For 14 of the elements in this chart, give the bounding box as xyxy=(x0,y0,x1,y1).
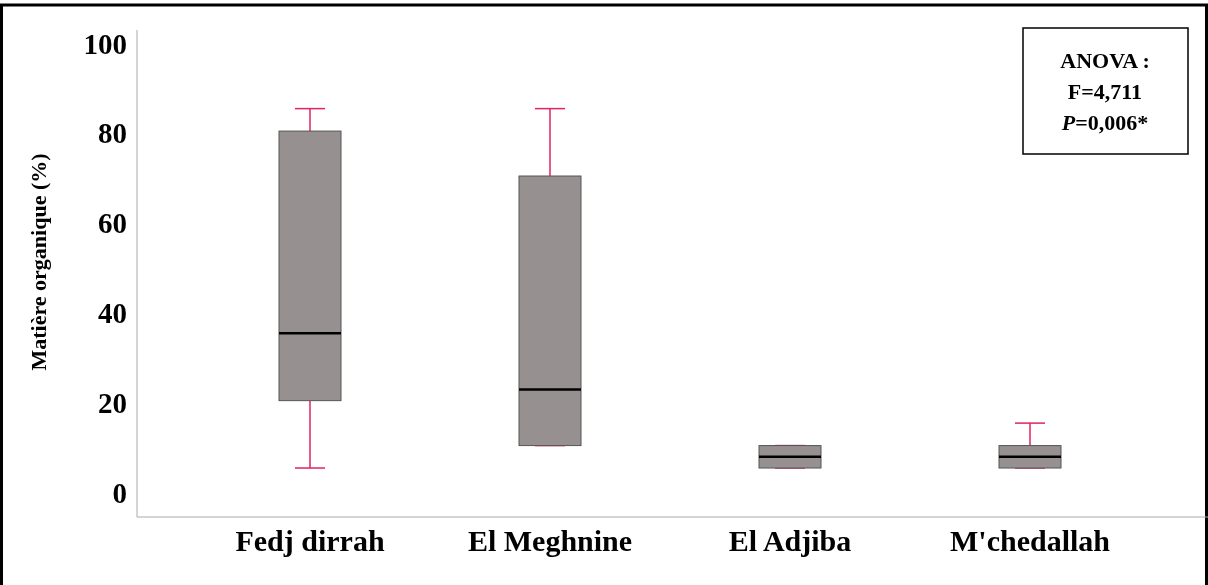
annotation: ANOVA : xyxy=(1060,48,1150,73)
y-axis-title: Matière organique (%) xyxy=(26,153,51,371)
x-tick-label: El Adjiba xyxy=(728,524,852,557)
y-tick-label: 100 xyxy=(83,27,127,60)
x-tick-label: El Meghnine xyxy=(467,524,633,557)
y-tick-label: 0 xyxy=(112,476,127,509)
annotation: F=4,711 xyxy=(1067,79,1143,104)
y-tick-label: 80 xyxy=(98,117,127,150)
y-tick-label: 40 xyxy=(98,297,127,330)
y-tick-label: 60 xyxy=(98,207,127,240)
y-tick-label: 20 xyxy=(98,387,127,420)
x-tick-label: M'chedallah xyxy=(949,524,1111,557)
annotation: P=0,006* xyxy=(1060,110,1149,135)
x-tick-label: Fedj dirrah xyxy=(235,524,385,557)
